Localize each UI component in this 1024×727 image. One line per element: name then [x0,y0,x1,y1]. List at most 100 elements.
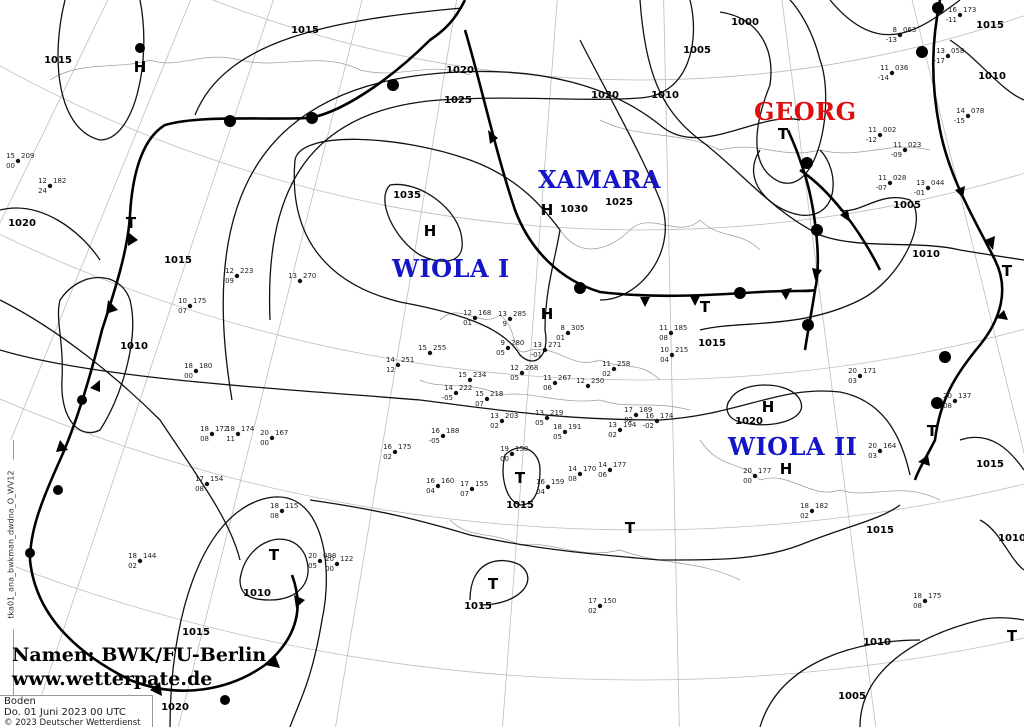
station-marker [235,431,241,437]
station-dewpoint: 04 [426,487,435,495]
station-marker [857,373,863,379]
station-temperature: 18 [200,425,209,433]
station-dewpoint: 08 [200,435,209,443]
station-pressure: 177 [758,467,771,475]
station-pressure: 222 [459,384,472,392]
station-pressure: 270 [303,272,316,280]
station-plot: 17 155 07 [460,480,488,498]
isobar-label: 1035 [393,190,421,201]
isobar-line [579,39,666,301]
isobar-label: 1010 [120,341,148,352]
station-plot: 20 137 08 [943,392,971,410]
cold-front [913,0,1004,481]
station-plot: 20 177 00 [743,467,771,485]
station-plot: 18 191 05 [553,423,581,441]
station-dewpoint: 03 [848,377,857,385]
isobar-label: 1010 [978,71,1006,82]
station-dewpoint: -14 [878,74,890,82]
cold-front-symbol [690,296,700,306]
warm-front-symbol [734,287,746,299]
station-marker [47,183,53,189]
station-marker [922,598,928,604]
station-temperature: 11 [893,141,902,149]
station-temperature: 16 [536,478,545,486]
station-dewpoint: 02 [588,607,597,615]
warm-front-symbol [574,282,586,294]
isobar-line [502,447,541,506]
station-dewpoint: -17 [934,57,945,65]
station-plot: 16 174 -02 [643,412,674,430]
warm-front-symbol [53,485,63,495]
station-temperature: 18 [184,362,193,370]
station-dewpoint: -13 [886,36,897,44]
isobar-line [0,207,101,261]
station-pressure: 215 [675,346,688,354]
station-dewpoint: 00 [743,477,752,485]
station-temperature: 20 [868,442,877,450]
isobar-label: 1025 [605,197,633,208]
high-pressure-center: H [541,201,554,219]
station-dewpoint: -05 [429,437,440,445]
copyright-label: © 2023 Deutscher Wetterdienst [4,718,141,727]
station-temperature: 11 [659,324,668,332]
station-dewpoint: 02 [383,453,392,461]
isobar-label: 1030 [560,204,588,215]
high-pressure-center: H [541,305,554,323]
station-marker [427,350,433,356]
isobar-label: 1000 [731,17,759,28]
station-temperature: 13 [498,310,507,318]
station-temperature: 14 [568,465,577,473]
isobar-line [57,0,145,141]
station-plot: 17 189 02 [624,406,652,424]
station-plot: 13 285 9 [498,310,526,328]
station-temperature: 15 [475,390,484,398]
station-marker [317,558,323,564]
low-pressure-center: T [269,546,280,564]
station-plot: 11 002 -12 [866,126,897,144]
cold-front-symbol [90,380,100,392]
station-pressure: 160 [441,477,454,485]
isobar-line [309,499,901,561]
isobar-line [859,617,1024,727]
station-temperature: 14 [598,461,607,469]
station-pressure: 167 [275,429,288,437]
isobar-line [469,559,529,606]
station-plot: 10 175 07 [178,297,206,315]
station-dewpoint: -07 [876,184,887,192]
warm-front-symbol [802,319,814,331]
station-pressure: 194 [623,421,637,429]
station-temperature: 15 [458,371,467,379]
isobar-label: 1020 [591,90,619,101]
station-marker [965,113,971,119]
station-pressure: 255 [433,344,446,352]
station-plot: 20 171 03 [848,367,876,385]
credit-website[interactable]: www.wetterpate.de [12,668,213,690]
station-plot: 13 194 02 [608,421,637,439]
cold-front-symbol [985,236,995,250]
station-marker [617,427,623,433]
station-temperature: 20 [325,555,334,563]
isobar-line [293,138,561,362]
cold-front-symbol [996,310,1008,320]
station-pressure: 154 [210,475,224,483]
station-temperature: 13 [490,412,499,420]
station-temperature: 13 [916,179,925,187]
station-pressure: 191 [568,423,581,431]
station-pressure: 168 [478,309,491,317]
station-plot: 13 271 -01 [531,341,562,359]
station-dewpoint: 00 [260,439,269,447]
station-dewpoint: -15 [954,117,965,125]
warm-front-symbol [931,397,943,409]
station-pressure: 171 [863,367,876,375]
station-pressure: 218 [490,390,503,398]
station-temperature: 11 [543,374,552,382]
station-pressure: 115 [285,502,298,510]
station-marker [204,481,210,487]
meridian-line [177,0,363,727]
cold-front-symbol [640,297,650,307]
station-plot: 9 280 05 [496,339,524,357]
station-plot: 17 150 02 [588,597,616,615]
warm-front-symbol [387,79,399,91]
station-plot: 18 174 11 [226,425,255,443]
